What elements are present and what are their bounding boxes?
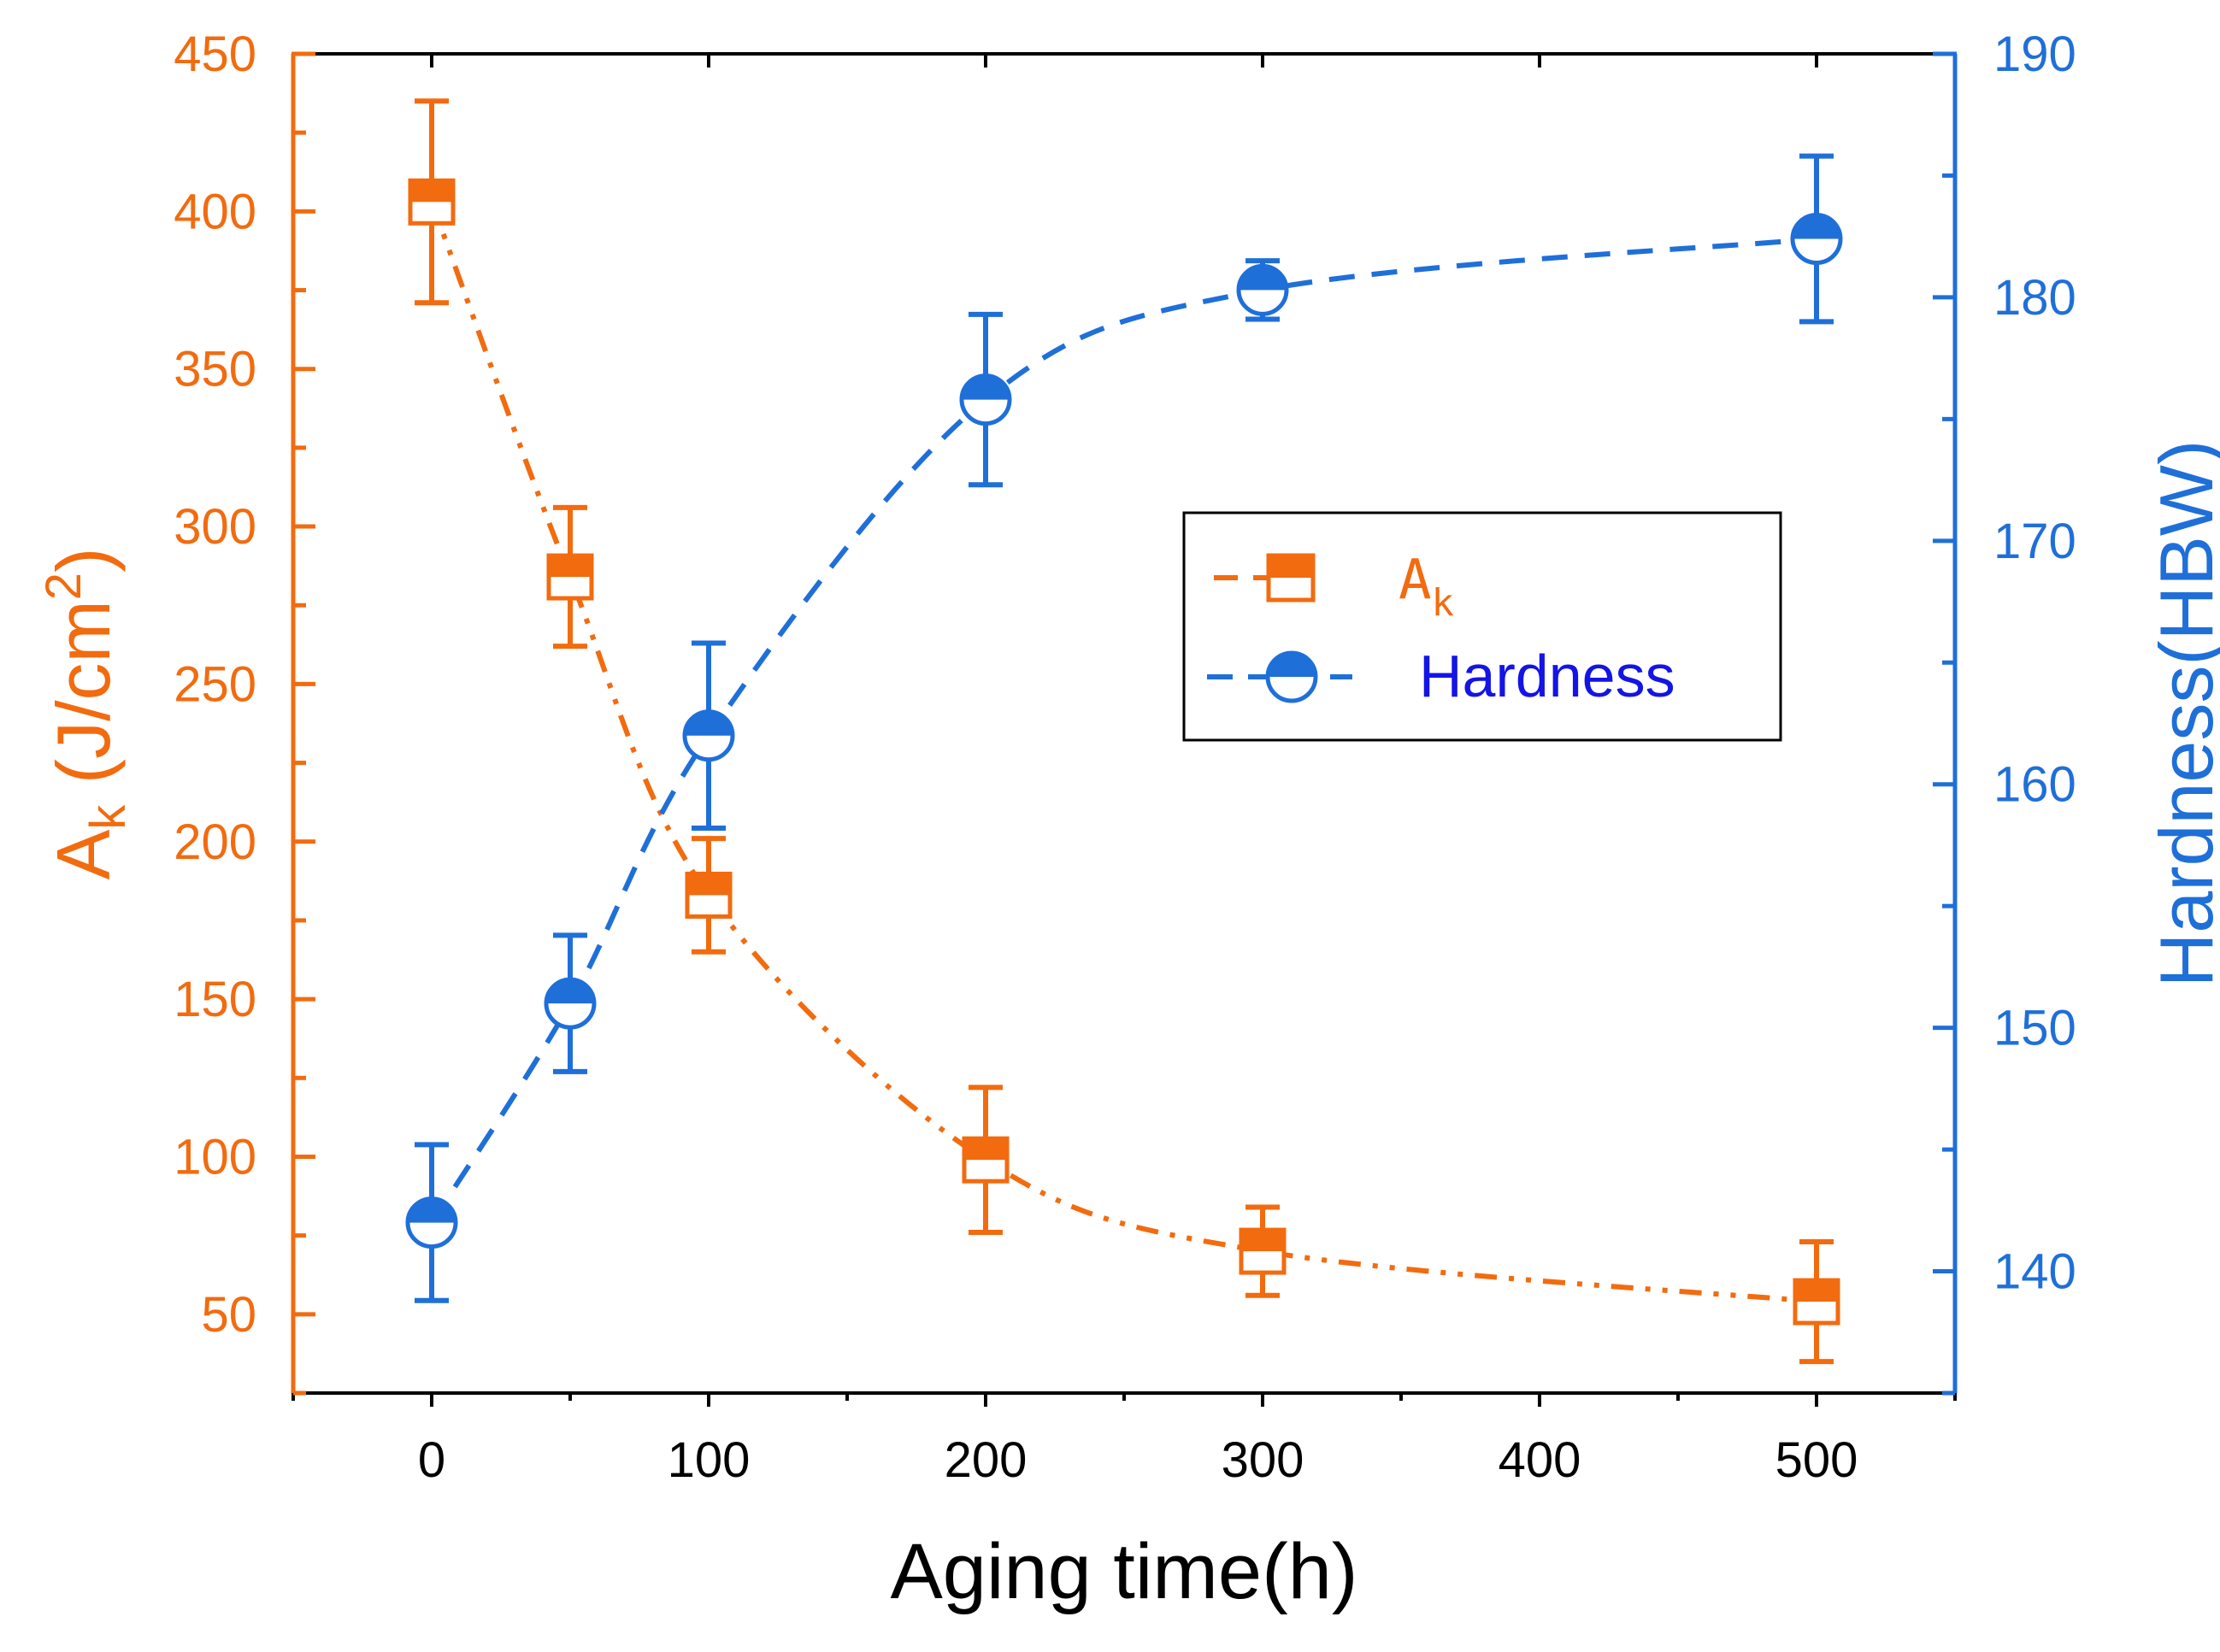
y-left-tick-label: 400 <box>174 184 256 239</box>
legend-hardness-label: Hardness <box>1419 643 1675 709</box>
y-right-ticks: 140 150 160 170 180 190 <box>1933 26 2076 1396</box>
y-left-tick-label: 150 <box>174 972 256 1027</box>
legend-ak-marker <box>1266 553 1316 603</box>
data-point-hardness <box>544 977 597 1030</box>
x-tick-label: 400 <box>1499 1432 1581 1488</box>
data-point-hardness <box>682 709 735 762</box>
data-point-ak <box>408 178 456 226</box>
y-left-tick-label: 450 <box>174 26 256 82</box>
data-point-ak <box>962 1136 1010 1184</box>
y-right-tick-label: 160 <box>1993 757 2076 813</box>
y-left-tick-label: 300 <box>174 499 256 555</box>
data-point-ak <box>1793 1278 1840 1326</box>
x-axis-label: Aging time(h) <box>890 1528 1357 1615</box>
legend-item-ak: Ak <box>1214 549 1454 625</box>
y-left-tick-label: 350 <box>174 342 256 397</box>
y-right-label-text: Hardness(HBW) <box>2144 440 2220 988</box>
y-left-tick-label: 200 <box>174 814 256 870</box>
y-left-label-sub: k <box>80 804 136 830</box>
data-point-ak <box>685 871 733 919</box>
x-tick-label: 200 <box>945 1432 1028 1488</box>
data-point-ak <box>1239 1227 1287 1275</box>
y-left-label-unit: (J/cm <box>41 600 126 784</box>
y-left-tick-label: 100 <box>174 1129 256 1185</box>
y-right-tick-label: 140 <box>1993 1244 2076 1300</box>
x-ticks: 0 100 200 300 400 500 <box>291 54 1957 1488</box>
y-left-label-base: A <box>41 829 126 879</box>
data-point-hardness <box>405 1196 458 1249</box>
data-point-hardness <box>1790 213 1843 266</box>
y-right-tick-label: 190 <box>1993 26 2076 82</box>
series-line-ak <box>429 201 1817 1305</box>
data-point-ak <box>546 553 594 601</box>
y-left-tick-label: 250 <box>174 656 256 712</box>
series-markers <box>405 178 1843 1326</box>
svg-text:Ak (J/cm2): Ak (J/cm2) <box>36 548 136 880</box>
y-left-label-unit-end: ) <box>41 548 126 573</box>
y-left-tick-label: 50 <box>201 1287 256 1343</box>
y-right-tick-label: 170 <box>1993 514 2076 569</box>
x-tick-label: 500 <box>1775 1432 1858 1488</box>
series-lines <box>429 201 1817 1305</box>
legend-ak-label: Ak <box>1399 549 1454 625</box>
x-tick-label: 100 <box>668 1432 751 1488</box>
x-tick-label: 300 <box>1222 1432 1304 1488</box>
y-left-axis-label: Ak (J/cm2) <box>36 548 136 880</box>
legend-box <box>1182 511 1782 742</box>
data-point-hardness <box>959 373 1012 426</box>
data-point-hardness <box>1236 263 1289 316</box>
y-left-ticks: 50 100 150 200 250 300 350 400 450 <box>174 26 315 1396</box>
y-right-tick-label: 180 <box>1993 270 2076 326</box>
legend-hardness-marker <box>1265 650 1318 703</box>
x-tick-label: 0 <box>418 1432 445 1488</box>
y-left-label-sup: 2 <box>36 573 91 600</box>
legend-item-hardness: Hardness <box>1207 643 1675 709</box>
legend: Ak Hardness <box>1182 511 1782 742</box>
y-right-axis-label: Hardness(HBW) <box>2144 440 2220 988</box>
y-right-tick-label: 150 <box>1993 1001 2076 1056</box>
